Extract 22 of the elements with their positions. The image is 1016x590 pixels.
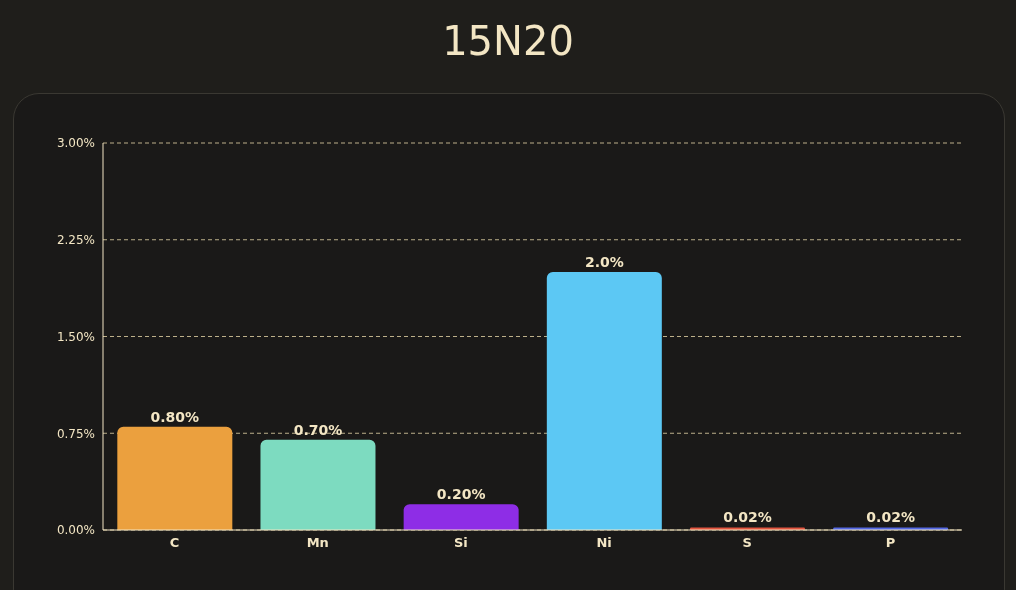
data-label: 0.02% xyxy=(866,509,915,526)
x-tick-label: Ni xyxy=(596,535,612,551)
data-label: 0.70% xyxy=(293,421,343,438)
y-tick-label: 2.25% xyxy=(56,233,95,248)
x-tick-label: Mn xyxy=(306,535,329,551)
x-tick-label: Si xyxy=(454,535,468,551)
bar xyxy=(546,272,662,530)
bar xyxy=(260,439,376,530)
x-tick-label: C xyxy=(169,535,180,551)
y-tick-label: 0.00% xyxy=(56,523,95,538)
bar xyxy=(117,426,233,530)
data-label: 0.80% xyxy=(150,408,200,425)
data-label: 0.20% xyxy=(436,486,486,503)
data-label: 0.02% xyxy=(723,509,772,526)
bar xyxy=(403,504,519,530)
x-tick-label: S xyxy=(742,535,752,551)
y-tick-label: 1.50% xyxy=(56,329,95,344)
y-tick-label: 3.00% xyxy=(56,136,95,151)
y-tick-label: 0.75% xyxy=(56,426,95,441)
data-label: 2.0% xyxy=(584,254,624,270)
x-tick-label: P xyxy=(885,535,896,551)
chart-title: 15N20 xyxy=(441,18,575,64)
